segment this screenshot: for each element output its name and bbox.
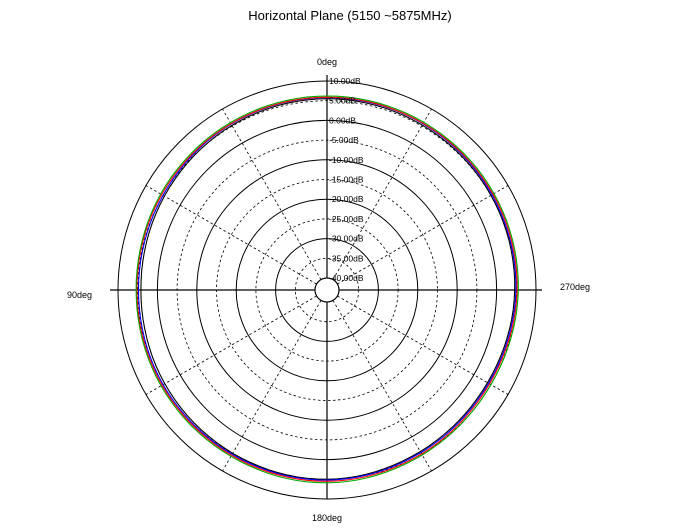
- grid-spoke: [222, 108, 322, 280]
- labels: 10.00dB 5.00dB 0.00dB -5.00dB -10.00dB -15.00…: [67, 57, 590, 523]
- radial-tick-label: -35.00dB: [329, 253, 364, 263]
- radial-tick-label: 5.00dB: [329, 96, 356, 106]
- polar-grid: [110, 75, 542, 500]
- series-trace: [140, 98, 516, 480]
- radial-tick-label: -10.00dB: [329, 155, 364, 165]
- chart-title: Horizontal Plane (5150 ~5875MHz): [248, 8, 452, 23]
- radial-tick-label: 0.00dB: [329, 115, 356, 125]
- series-trace: [137, 96, 517, 481]
- angle-label: 90deg: [67, 290, 92, 300]
- radial-tick-label: -25.00dB: [329, 214, 364, 224]
- radial-tick-label: 10.00dB: [329, 76, 361, 86]
- radial-tick-label: -30.00dB: [329, 234, 364, 244]
- traces: [135, 95, 519, 484]
- radial-tick-label: -15.00dB: [329, 175, 364, 185]
- radial-tick-label: -20.00dB: [329, 194, 364, 204]
- series-trace: [135, 95, 519, 484]
- grid-spoke: [145, 295, 317, 395]
- radial-tick-label: -40.00dB: [329, 273, 364, 283]
- angle-label: 180deg: [312, 513, 342, 523]
- angle-label: 270deg: [560, 282, 590, 292]
- radial-tick-label: -5.00dB: [329, 135, 359, 145]
- angle-label: 0deg: [317, 57, 337, 67]
- grid-spoke: [337, 295, 509, 395]
- series-trace: [136, 96, 518, 482]
- grid-spoke: [145, 185, 317, 285]
